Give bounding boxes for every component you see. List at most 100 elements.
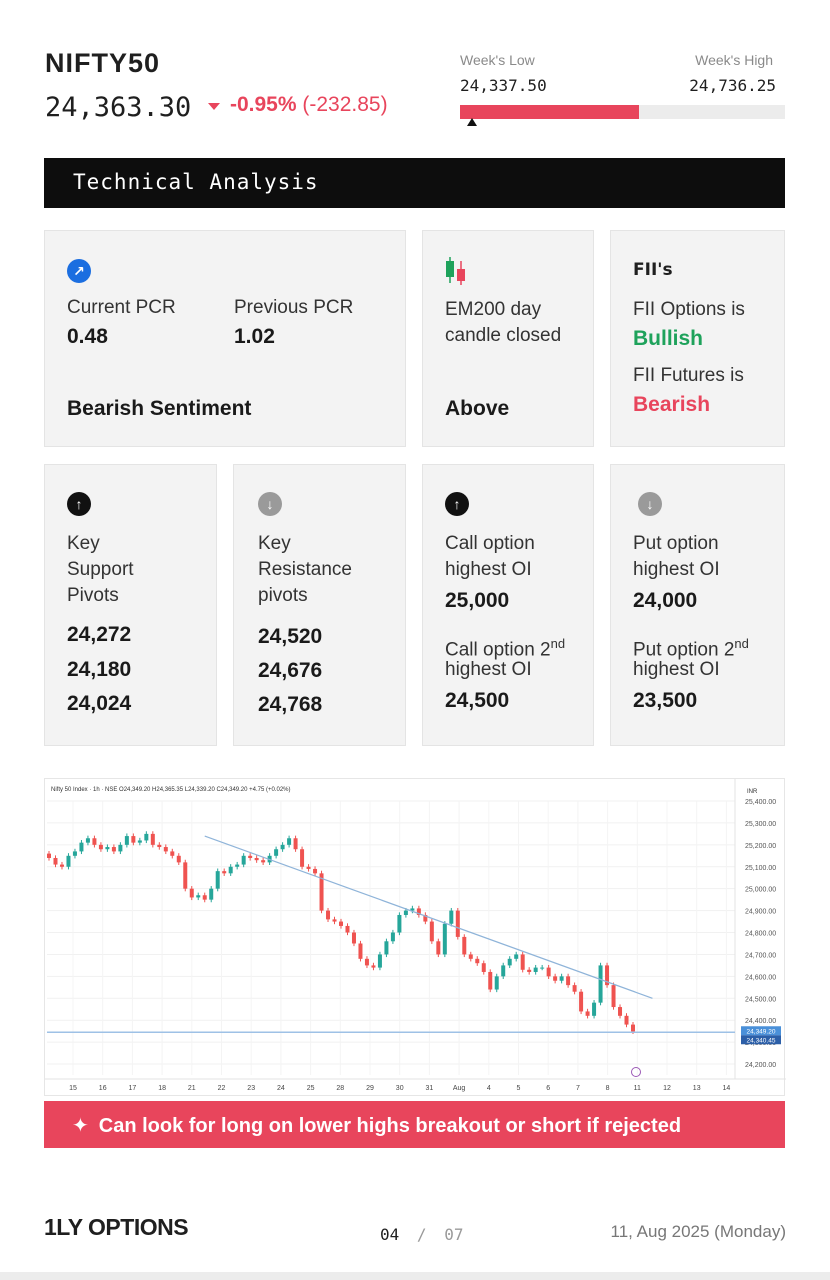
candle-body — [618, 1007, 623, 1016]
week-low-value: 24,337.50 — [460, 76, 547, 95]
put-oi-label-1: Put option — [633, 533, 719, 554]
candle-body — [105, 847, 110, 850]
em200-value: Above — [445, 397, 510, 420]
support-label-1: Key — [67, 533, 100, 554]
candle-body — [540, 967, 545, 969]
candle-body — [144, 833, 149, 841]
call-oi-value-1: 25,000 — [445, 589, 510, 612]
y-tick-label: 25,400.00 — [745, 799, 776, 806]
candle-body — [111, 847, 116, 852]
candle-body — [98, 844, 103, 850]
candle-body — [384, 941, 389, 955]
price-chart[interactable]: 25,400.00 25,300.00 25,200.00 25,100.00 25,0… — [44, 778, 786, 1096]
candle-body — [416, 908, 421, 915]
week-range-fill — [460, 105, 639, 119]
candle-body — [390, 932, 395, 942]
put-oi-2nd-label-b: highest OI — [633, 659, 720, 680]
em200-label-line2: candle closed — [445, 325, 562, 346]
candle-body — [150, 833, 155, 845]
put-oi-2nd-sup: nd — [734, 636, 749, 651]
candle-body — [585, 1011, 590, 1016]
arrow-up-right-icon: ↗ — [67, 259, 91, 283]
candle-body — [235, 864, 240, 867]
y-tick-label: 24,900.00 — [745, 909, 776, 916]
sparkle-icon: ✦ — [72, 1115, 89, 1137]
page-total: 07 — [444, 1225, 464, 1244]
candle-body — [397, 914, 402, 933]
candle-body — [423, 914, 428, 922]
resistance-card: ↓ Key Resistance pivots 24,520 24,676 24… — [233, 464, 406, 746]
page-indicator: 04 / 07 — [380, 1225, 463, 1244]
em200-card: EM200 day candle closed Above — [422, 230, 594, 447]
candle-body — [163, 847, 168, 852]
x-tick-label: 14 — [723, 1085, 731, 1092]
x-tick-label: 21 — [188, 1085, 196, 1092]
arrow-down-icon: ↓ — [258, 492, 282, 516]
range-marker-icon — [467, 118, 477, 126]
previous-pcr-value: 1.02 — [234, 325, 275, 348]
candle-body — [157, 844, 162, 848]
price-change: -0.95% (-232.85) — [230, 93, 388, 117]
candle-body — [92, 838, 97, 845]
call-oi-label-1: Call option — [445, 533, 535, 554]
em200-label-line1: EM200 day — [445, 299, 542, 320]
put-oi-card: ↓ Put option highest OI 24,000 Put optio… — [610, 464, 785, 746]
candle-body — [313, 868, 318, 874]
call-oi-2nd-sup: nd — [550, 636, 566, 651]
call-oi-label-2: highest OI — [445, 559, 532, 580]
candle-body — [319, 873, 324, 911]
banner-text: Can look for long on lower highs breakou… — [98, 1115, 682, 1137]
candle-body — [410, 908, 415, 911]
candle-body — [364, 958, 369, 966]
candle-body — [53, 857, 58, 865]
candle-body — [59, 864, 64, 867]
x-tick-label: 12 — [663, 1085, 671, 1092]
candle-body — [274, 849, 279, 856]
call-oi-2nd-label-text: Call option 2 — [445, 639, 551, 661]
week-low-label: Week's Low — [460, 52, 535, 68]
candle-body — [475, 958, 480, 964]
candle-body — [579, 991, 584, 1012]
fii-futures-value: Bearish — [633, 393, 711, 416]
candle-body — [248, 855, 253, 858]
candlestick-chart: 25,400.00 25,300.00 25,200.00 25,100.00 25,0… — [45, 779, 786, 1092]
candle-body — [183, 862, 188, 889]
candle-body — [196, 895, 201, 898]
candle-body — [66, 855, 71, 867]
report-date: 11, Aug 2025 (Monday) — [610, 1222, 786, 1241]
candle-body — [306, 866, 311, 869]
candle-body — [624, 1015, 629, 1025]
call-oi-2nd-label: Call option 2nd — [445, 631, 565, 663]
x-tick-label: 31 — [426, 1085, 434, 1092]
candle-body — [371, 965, 376, 968]
current-pcr-label: Current PCR — [67, 297, 176, 318]
candle-body — [137, 840, 142, 843]
candle-body — [507, 958, 512, 966]
candle-body — [514, 954, 519, 959]
price-tag-box — [741, 1035, 781, 1045]
x-tick-label: 13 — [693, 1085, 701, 1092]
bottom-strip — [0, 1272, 830, 1280]
candle-body — [47, 853, 51, 858]
candle-body — [468, 954, 473, 959]
candle-body — [611, 985, 616, 1008]
change-absolute: (-232.85) — [302, 93, 388, 116]
candle-body — [202, 895, 207, 900]
brand-logo: 1LY OPTIONS — [44, 1214, 189, 1240]
arrow-down-icon: ↓ — [638, 492, 662, 516]
y-tick-label: 24,400.00 — [745, 1018, 776, 1025]
candle-body — [170, 851, 175, 856]
arrow-up-icon: ↑ — [67, 492, 91, 516]
candle-body — [572, 985, 577, 992]
candle-body — [124, 836, 129, 845]
candle-body — [553, 976, 558, 981]
pcr-card: ↗ Current PCR 0.48 Previous PCR 1.02 Bea… — [44, 230, 406, 447]
x-tick-label: 4 — [487, 1085, 491, 1092]
y-tick-label: 25,100.00 — [745, 865, 776, 872]
fii-card: FII's FII Options is Bullish FII Futures… — [610, 230, 785, 447]
candle-body — [254, 857, 259, 861]
candle-body — [293, 838, 298, 850]
support-label-2: Support — [67, 559, 134, 580]
candle-body — [488, 971, 493, 990]
candle-body — [332, 919, 337, 922]
